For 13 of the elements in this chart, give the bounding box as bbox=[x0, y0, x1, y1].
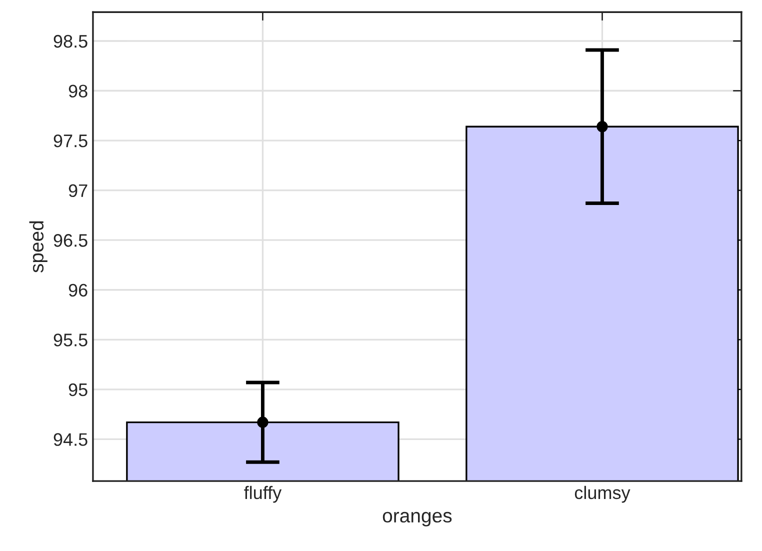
x-tick-label: fluffy bbox=[244, 486, 282, 503]
y-tick-label: 98.5 bbox=[54, 34, 88, 48]
y-axis-title: speed bbox=[29, 221, 48, 273]
y-tick-label: 96 bbox=[68, 284, 88, 297]
y-tick-label: 96.5 bbox=[54, 234, 88, 247]
y-tick-label: 98 bbox=[68, 84, 88, 98]
x-axis-title: oranges bbox=[382, 512, 452, 526]
y-tick-label: 95.5 bbox=[54, 334, 88, 346]
y-tick-label: 97.5 bbox=[54, 134, 88, 148]
y-tick-label: 97 bbox=[68, 184, 88, 198]
y-tick-label: 94.5 bbox=[54, 433, 88, 446]
x-tick-label: clumsy bbox=[574, 486, 630, 503]
y-tick-label: 95 bbox=[68, 383, 88, 396]
